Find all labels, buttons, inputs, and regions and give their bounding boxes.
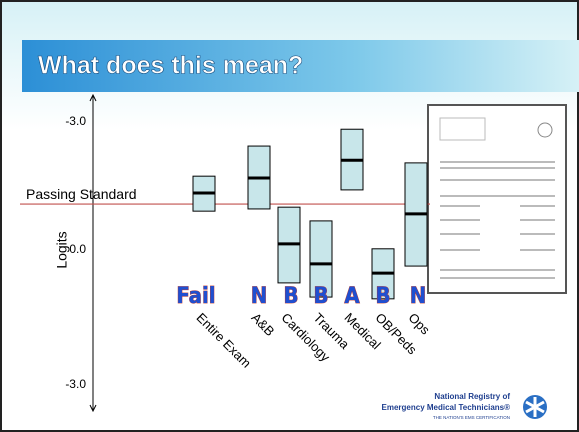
slide-title: What does this mean? — [38, 52, 303, 80]
grade-label: B — [375, 284, 390, 309]
slide: What does this mean? Logits National Reg… — [0, 0, 579, 432]
passing-standard-label: Passing Standard — [26, 186, 137, 202]
y-axis-label: Logits — [54, 231, 70, 268]
logo-line: Emergency Medical Technicians® — [382, 403, 511, 412]
y-tick-label: -3.0 — [65, 114, 86, 128]
grade-label: A — [344, 284, 360, 309]
document-thumbnail — [428, 105, 566, 293]
y-tick-label: 0.0 — [69, 242, 86, 256]
y-tick-label: -3.0 — [65, 377, 86, 391]
grade-label: B — [313, 284, 328, 309]
grade-label: B — [283, 284, 298, 309]
grade-label: Fail — [176, 284, 215, 309]
grade-label: N — [410, 284, 427, 309]
logo-line: THE NATION'S EMS CERTIFICATION — [433, 415, 510, 420]
grade-label: N — [251, 284, 268, 309]
logo-line: National Registry of — [434, 392, 510, 401]
